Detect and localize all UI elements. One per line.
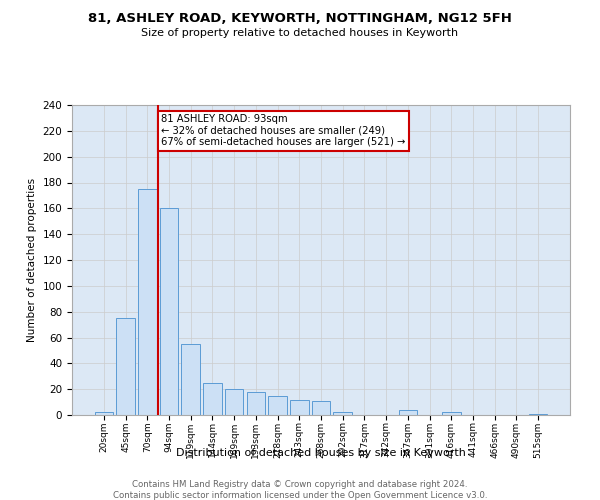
Bar [203,382,221,415]
Bar [529,414,547,415]
Text: Contains public sector information licensed under the Open Government Licence v3: Contains public sector information licen… [113,491,487,500]
Y-axis label: Number of detached properties: Number of detached properties [27,178,37,342]
Bar [225,389,244,415]
Bar [398,410,417,415]
Text: Size of property relative to detached houses in Keyworth: Size of property relative to detached ho… [142,28,458,38]
Bar [334,412,352,415]
Bar [95,412,113,415]
Bar [442,412,461,415]
Bar [138,189,157,415]
Bar [312,401,330,415]
Bar [116,318,135,415]
Text: 81, ASHLEY ROAD, KEYWORTH, NOTTINGHAM, NG12 5FH: 81, ASHLEY ROAD, KEYWORTH, NOTTINGHAM, N… [88,12,512,26]
Bar [268,396,287,415]
Bar [247,392,265,415]
Text: 81 ASHLEY ROAD: 93sqm
← 32% of detached houses are smaller (249)
67% of semi-det: 81 ASHLEY ROAD: 93sqm ← 32% of detached … [161,114,406,147]
Bar [290,400,308,415]
Bar [181,344,200,415]
Text: Distribution of detached houses by size in Keyworth: Distribution of detached houses by size … [176,448,466,458]
Bar [160,208,178,415]
Text: Contains HM Land Registry data © Crown copyright and database right 2024.: Contains HM Land Registry data © Crown c… [132,480,468,489]
